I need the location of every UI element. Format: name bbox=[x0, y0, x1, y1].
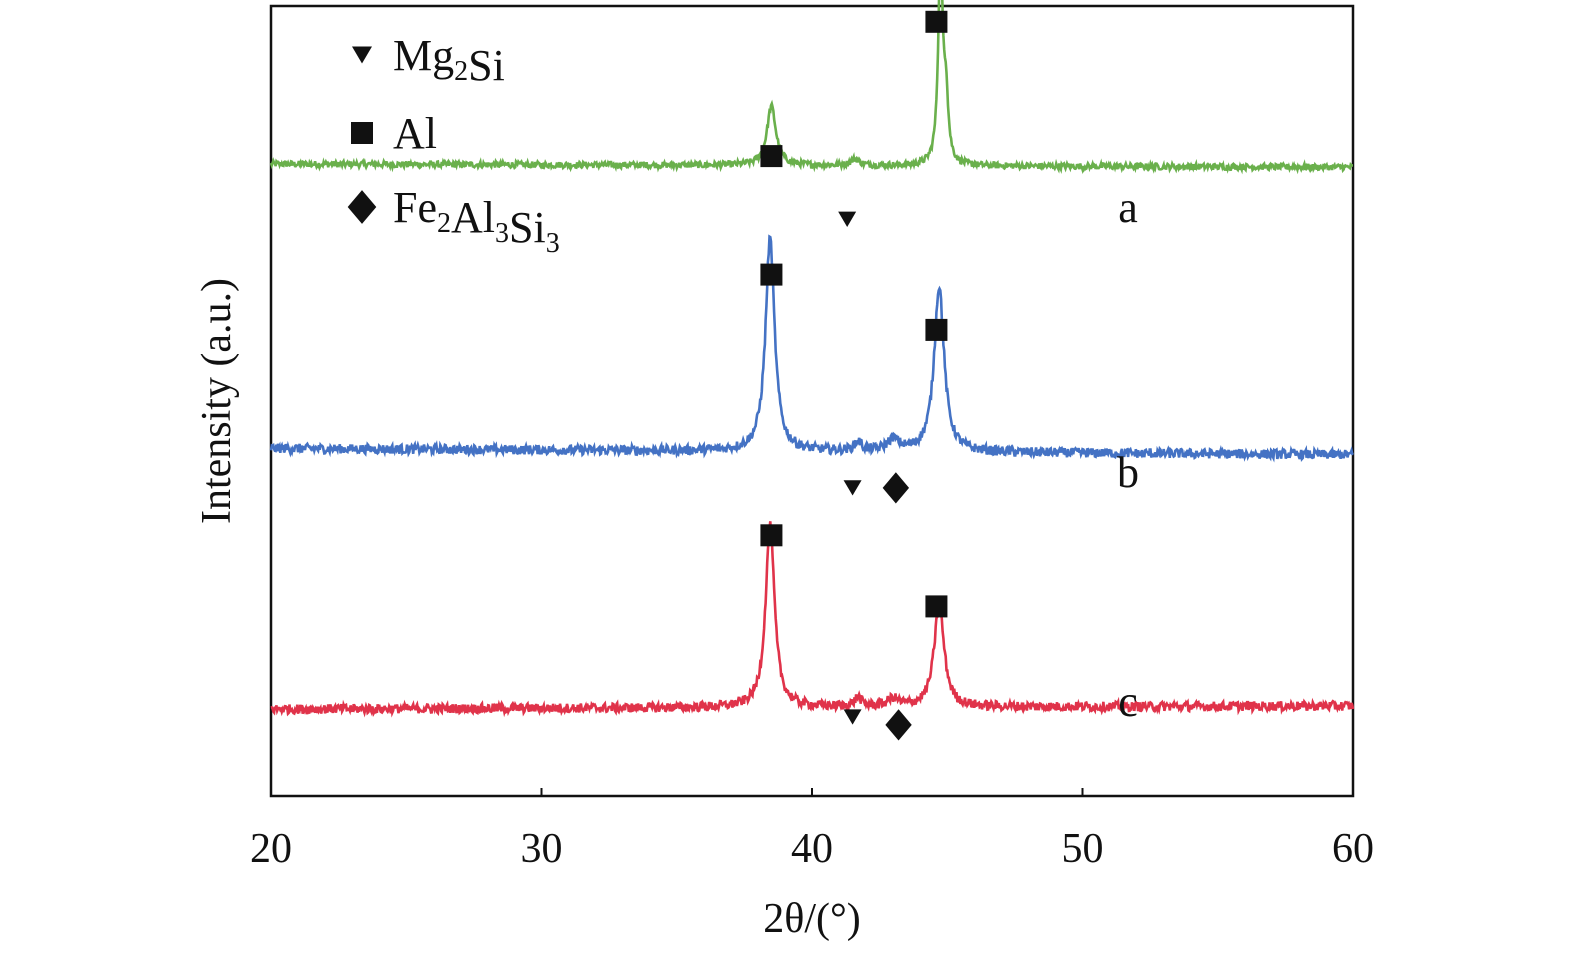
legend-subscript: 3 bbox=[546, 228, 560, 259]
phase-marker-mg2si bbox=[843, 480, 862, 496]
x-tick-label: 60 bbox=[1332, 826, 1374, 872]
phase-marker-mg2si bbox=[843, 709, 862, 725]
x-tick-label: 40 bbox=[791, 826, 833, 872]
legend-text-part: Mg bbox=[393, 31, 454, 80]
x-tick-label: 20 bbox=[250, 826, 292, 872]
x-tick-label: 50 bbox=[1062, 826, 1104, 872]
legend-subscript: 2 bbox=[454, 56, 468, 87]
series-label-c: c bbox=[1118, 677, 1138, 726]
series-b-line bbox=[269, 234, 1355, 463]
legend-text-part: Si bbox=[468, 41, 505, 90]
phase-marker-al bbox=[925, 10, 948, 33]
y-axis-title: Intensity (a.u.) bbox=[194, 278, 240, 524]
legend-subscript: 2 bbox=[437, 208, 451, 239]
legend-square-icon bbox=[351, 122, 373, 144]
phase-marker-al bbox=[760, 263, 783, 286]
legend-diamond-icon bbox=[347, 190, 377, 224]
phase-marker-al bbox=[925, 318, 948, 341]
legend-text-part: Si bbox=[509, 203, 546, 252]
x-axis-title: 2θ/(°) bbox=[763, 896, 861, 942]
x-tick-label: 30 bbox=[521, 826, 563, 872]
phase-markers bbox=[760, 10, 948, 741]
legend-triangle-down-icon bbox=[352, 46, 372, 64]
phase-marker-al bbox=[925, 595, 948, 618]
series-label-b: b bbox=[1117, 448, 1139, 497]
legend-text-part: Al bbox=[393, 109, 437, 158]
phase-marker-fe2al3si3 bbox=[885, 709, 912, 741]
legend-text-part: Al bbox=[451, 193, 495, 242]
legend-entry-label: Fe2Al3Si3 bbox=[393, 183, 560, 259]
legend-subscript: 3 bbox=[495, 218, 509, 249]
series-a-line bbox=[269, 0, 1353, 175]
legend-entry-label: Al bbox=[393, 109, 437, 158]
phase-marker-fe2al3si3 bbox=[882, 472, 910, 504]
series-c-line bbox=[270, 521, 1355, 718]
phase-marker-mg2si bbox=[838, 211, 857, 227]
legend-entry-label: Mg2Si bbox=[393, 31, 505, 90]
series-labels: a b c bbox=[1117, 183, 1139, 726]
series-label-a: a bbox=[1118, 183, 1138, 232]
phase-marker-al bbox=[760, 524, 783, 547]
phase-marker-al bbox=[760, 145, 783, 168]
series-layer bbox=[269, 0, 1355, 718]
legend-text-part: Fe bbox=[393, 183, 437, 232]
x-ticks: 20 30 40 50 60 bbox=[250, 788, 1374, 872]
